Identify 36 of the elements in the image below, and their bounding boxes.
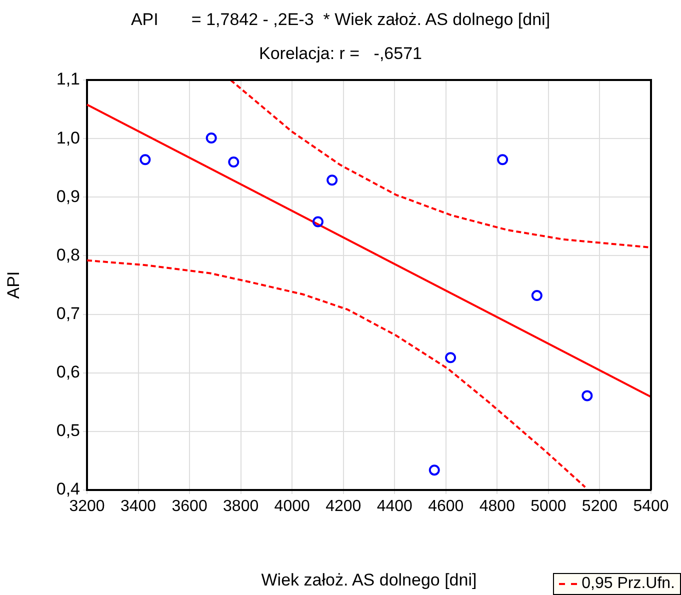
x-tick-label: 5400 xyxy=(633,498,669,516)
legend-label: 0,95 Prz.Ufn. xyxy=(582,575,675,593)
y-tick-label: 0,5 xyxy=(56,421,80,440)
point xyxy=(497,154,508,166)
chart-title: API = 1,7842 - ,2E-3 * Wiek założ. AS dolnego [dni] xyxy=(130,10,552,30)
y-axis-title: API xyxy=(4,271,23,299)
x-tick-label: 4600 xyxy=(428,498,464,516)
point xyxy=(206,132,217,144)
y-tick-label: 0,6 xyxy=(56,362,80,382)
point xyxy=(140,154,151,166)
y-tick-label: 0,9 xyxy=(56,186,80,206)
x-tick-label: 4000 xyxy=(274,498,310,516)
point xyxy=(582,390,593,402)
x-axis-title: Wiek założ. AS dolnego [dni] xyxy=(261,570,477,590)
point xyxy=(445,352,456,364)
y-tick-label: 0,8 xyxy=(56,245,80,264)
point xyxy=(531,290,542,302)
y-tick-label: 0,4 xyxy=(56,480,80,499)
x-tick-label: 4800 xyxy=(479,498,516,516)
point xyxy=(326,174,338,186)
line-series xyxy=(86,259,586,488)
x-tick-label: 3400 xyxy=(120,498,156,516)
x-tick-label: 3600 xyxy=(172,498,208,516)
x-tick-label: 4400 xyxy=(376,498,413,516)
x-tick-label: 3800 xyxy=(223,498,259,516)
x-tick-label: 5200 xyxy=(582,498,618,516)
point xyxy=(228,156,240,168)
y-tick-label: 1,1 xyxy=(56,70,80,89)
x-tick-label: 3200 xyxy=(69,498,105,516)
x-tick-label: 4200 xyxy=(326,498,362,516)
chart-subtitle: Korelacja: r = -,6571 xyxy=(258,44,423,64)
point xyxy=(428,464,440,476)
y-tick-label: 1,0 xyxy=(56,128,80,148)
x-tick-label: 5000 xyxy=(530,498,566,516)
point xyxy=(312,216,324,228)
y-tick-label: 0,7 xyxy=(56,304,80,323)
